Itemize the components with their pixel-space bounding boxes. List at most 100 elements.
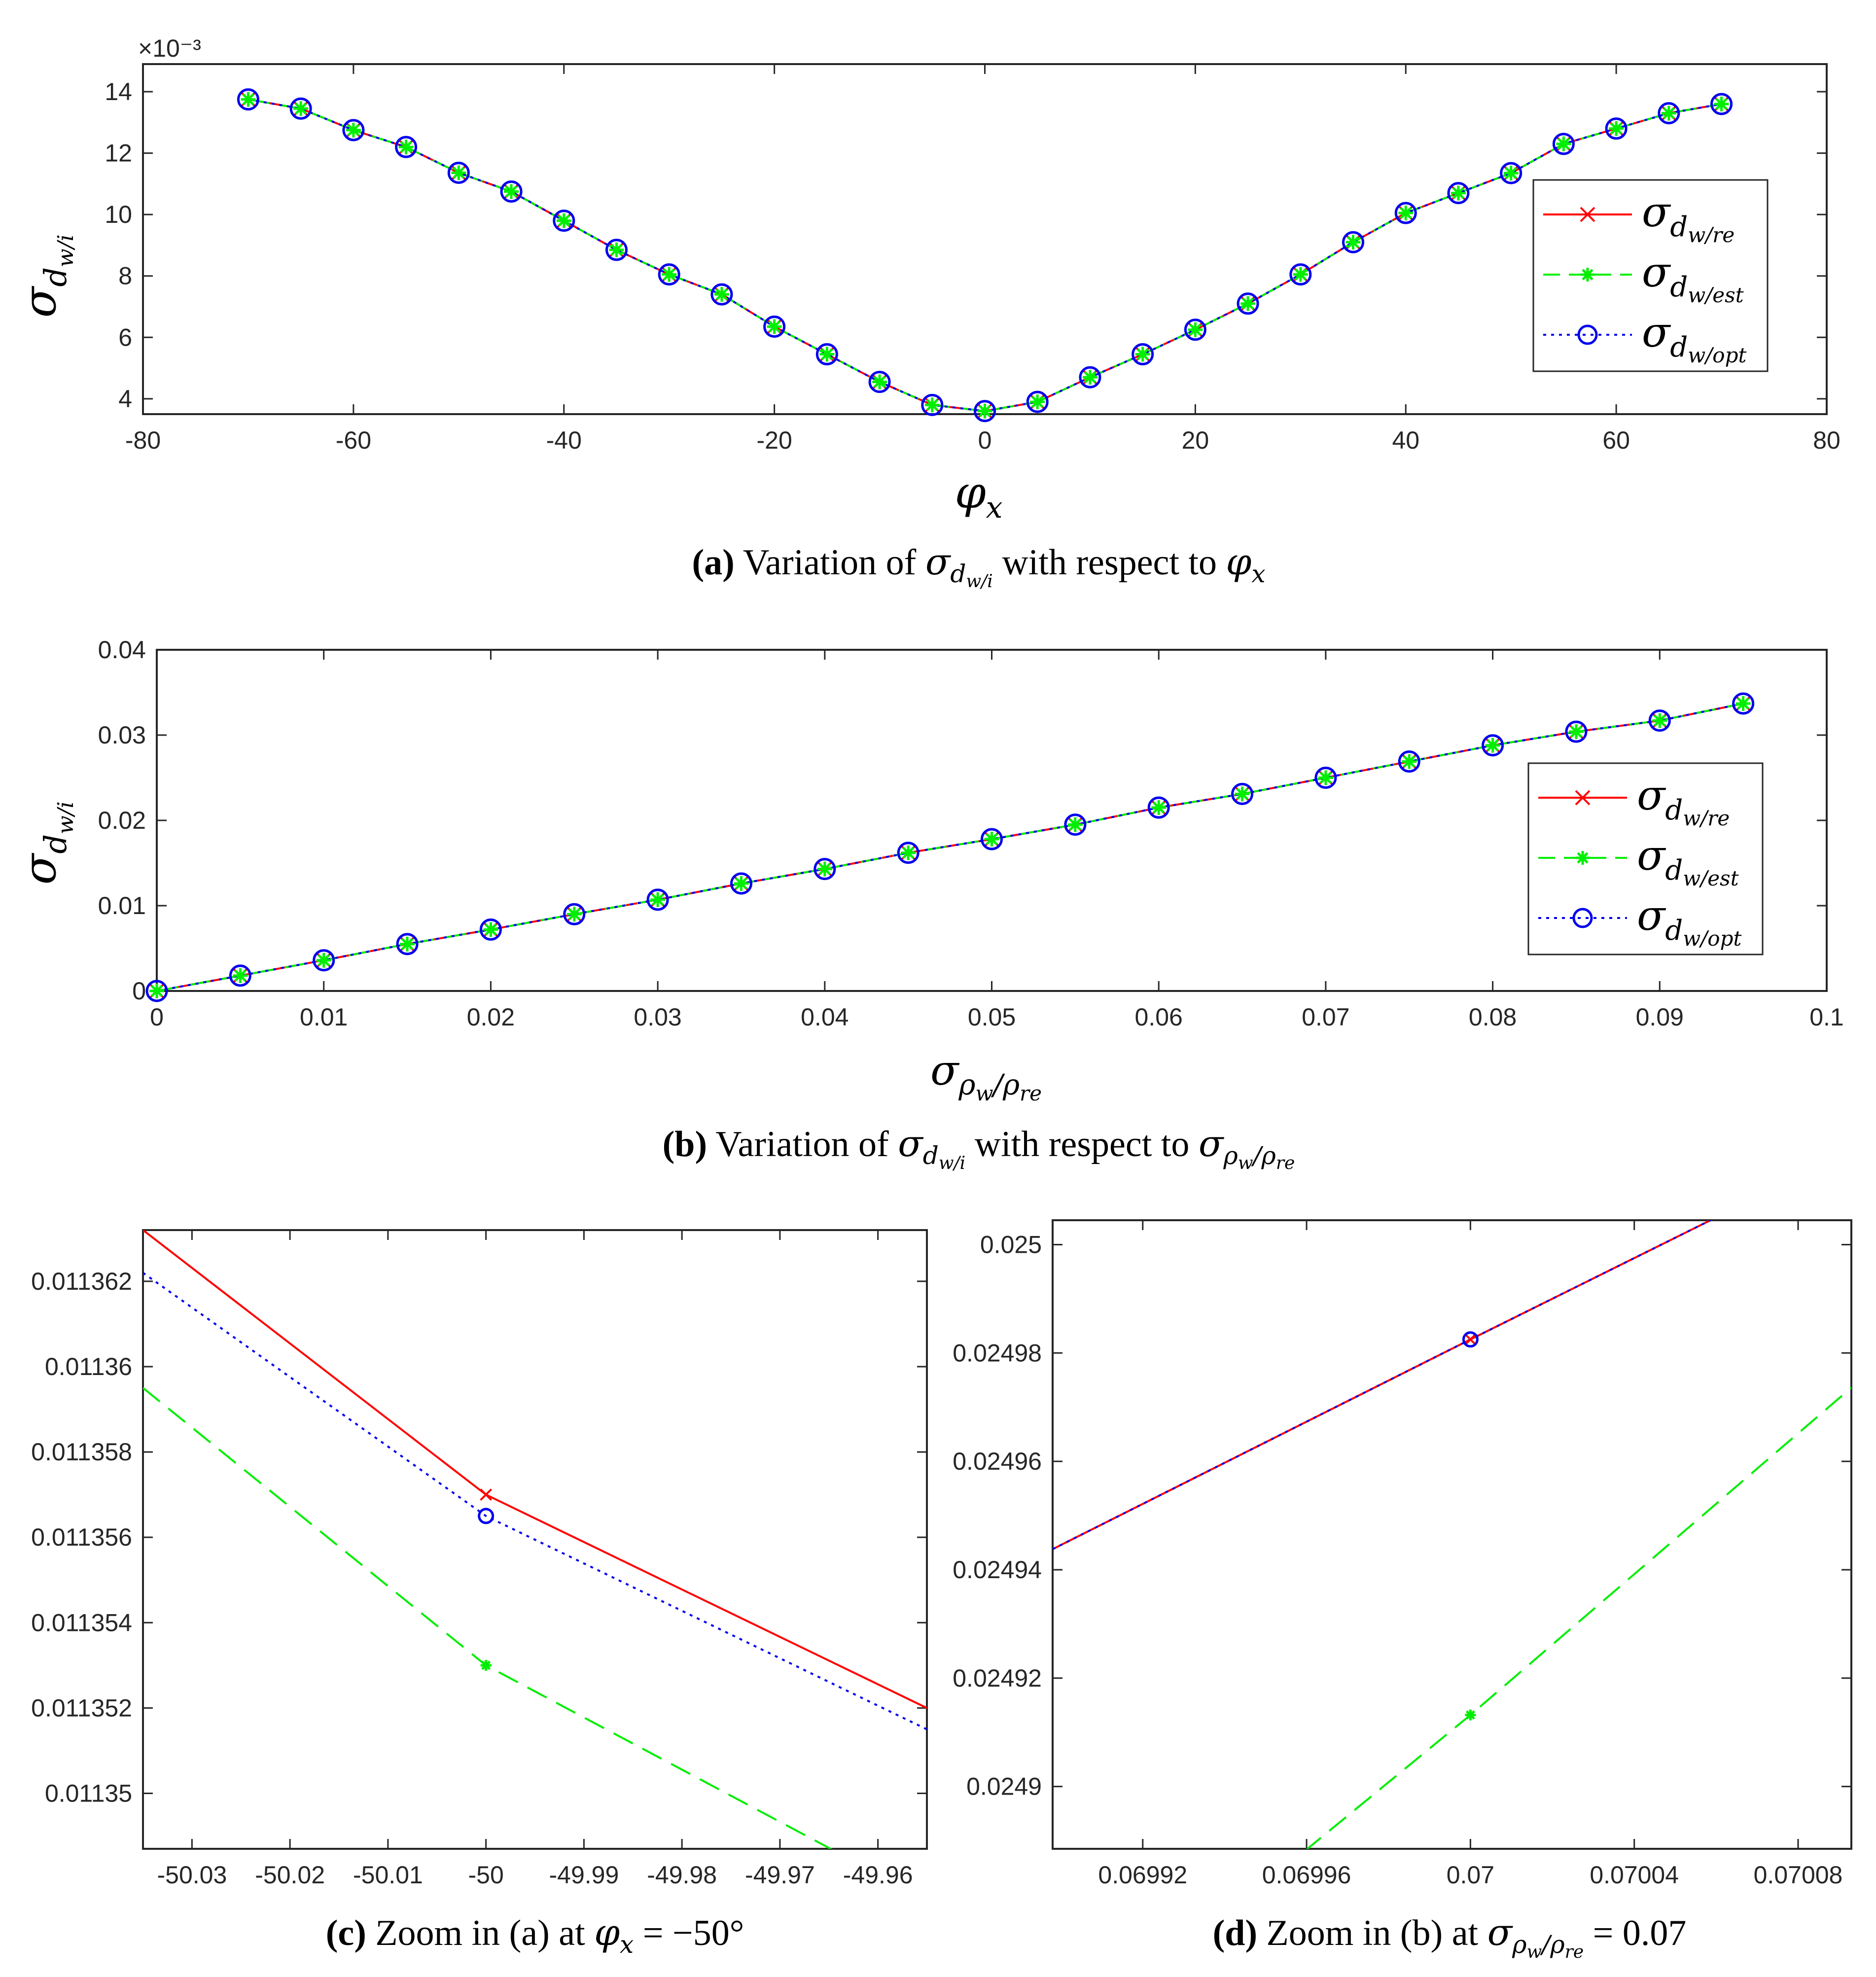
panel-a-xlabel-sub: x <box>986 491 1003 525</box>
panel-c-markers <box>478 1488 495 1671</box>
a-data-point-opt <box>921 393 944 416</box>
b-series-line-opt <box>157 703 1744 991</box>
a-xtick-label: 40 <box>1392 426 1419 454</box>
c-ytick-label: 0.011358 <box>31 1438 132 1466</box>
a-series-line-re <box>248 98 1722 412</box>
a-data-point-est <box>609 242 624 257</box>
b-xtick-label: 0.02 <box>467 1003 515 1031</box>
panel-a-ylabel-subsub: w/i <box>53 234 78 267</box>
panel-b-ylabel-sub: d <box>37 834 73 854</box>
b-ytick-label: 0.04 <box>98 636 146 664</box>
a-series-line-est <box>248 98 1722 412</box>
a-data-point-opt <box>1237 292 1259 315</box>
c-ytick-label: 0.011356 <box>31 1523 132 1551</box>
a-data-point-est <box>924 397 940 413</box>
b-data-point-est <box>233 968 248 983</box>
b-data-point-opt <box>897 842 920 864</box>
b-xtick-label: 0.01 <box>300 1003 348 1031</box>
panel-b-caption-label: (b) <box>663 1124 707 1165</box>
a-data-point-opt <box>815 343 838 366</box>
d-xtick-label: 0.06992 <box>1098 1861 1187 1889</box>
panel-b-markers <box>145 692 1755 1002</box>
a-data-point-est <box>1451 185 1466 201</box>
a-data-point-est <box>1661 106 1676 121</box>
panel-d-axes-frame <box>1052 1219 1852 1850</box>
a-data-point-opt <box>1658 102 1680 125</box>
c-ytick-label: 0.01136 <box>45 1353 132 1380</box>
b-data-point-est <box>400 936 415 952</box>
b-data-point-opt <box>730 872 752 895</box>
a-data-point-opt <box>1605 117 1628 140</box>
a-legend-label-opt: σdw/opt <box>1642 308 1746 367</box>
b-ytick-label: 0.01 <box>98 892 146 919</box>
a-data-point-est <box>1188 322 1203 337</box>
a-xtick-label: -60 <box>336 426 371 454</box>
d-xtick-label: 0.07004 <box>1590 1861 1679 1889</box>
panel-a-caption-label: (a) <box>692 542 734 583</box>
b-data-point-est <box>149 984 164 998</box>
d-data-point-re <box>1464 1333 1477 1346</box>
b-data-point-opt <box>1482 734 1504 757</box>
panel-a-series <box>248 98 1722 412</box>
d-xtick-label: 0.07008 <box>1754 1861 1843 1889</box>
b-legend-label-opt: σdw/opt <box>1637 891 1741 951</box>
a-ytick-label: 10 <box>105 201 132 228</box>
b-xtick-label: 0.1 <box>1809 1003 1844 1031</box>
b-data-point-est <box>1402 754 1417 769</box>
a-xtick-label: -40 <box>546 426 582 454</box>
b-series-line-est <box>157 703 1744 991</box>
b-xtick-label: 0.07 <box>1302 1003 1349 1031</box>
c-series-line-re <box>143 1230 927 1709</box>
a-data-point-opt <box>342 119 365 141</box>
a-data-point-est <box>241 92 256 107</box>
a-data-point-est <box>1503 166 1519 181</box>
a-ytick-label: 14 <box>105 78 132 106</box>
panel-b-ylabel-symbol: σ <box>13 853 66 885</box>
svg-text:σdw/i: σdw/i <box>13 234 78 318</box>
a-data-point-est <box>819 347 835 362</box>
b-xtick-label: 0.08 <box>1469 1003 1517 1031</box>
b-data-point-opt <box>313 949 335 972</box>
panel-d-caption: (d) Zoom in (b) at σρw/ρre = 0.07 <box>1213 1911 1687 1962</box>
a-data-point-opt <box>658 263 680 286</box>
b-data-point-opt <box>1398 750 1420 773</box>
a-xtick-label: -80 <box>125 426 161 454</box>
b-data-point-est <box>566 907 582 922</box>
b-data-point-opt <box>981 828 1003 850</box>
a-series-line-opt <box>248 98 1722 412</box>
b-data-point-opt <box>145 980 168 1002</box>
c-ytick-label: 0.011354 <box>31 1609 132 1636</box>
a-data-point-opt <box>1342 231 1365 253</box>
b-ytick-label: 0 <box>132 977 146 1005</box>
b-data-point-opt <box>396 933 419 955</box>
d-ytick-label: 0.02492 <box>953 1664 1042 1692</box>
panel-d-zoom-b: 0.06992 0.06996 0.07 0.07004 0.07008 0.025 0.0… <box>953 1219 1852 1962</box>
a-data-point-opt <box>395 136 418 158</box>
d-ytick-label: 0.02498 <box>953 1339 1042 1367</box>
a-data-point-est <box>767 319 782 334</box>
a-ytick-label: 8 <box>118 262 132 290</box>
b-data-point-est <box>1067 817 1083 832</box>
a-xtick-label: 60 <box>1602 426 1630 454</box>
c-ytick-label: 0.011352 <box>31 1694 132 1722</box>
a-data-point-est <box>1135 347 1150 362</box>
panel-a-xlabel-symbol: φ <box>955 467 986 519</box>
b-data-point-est <box>901 845 916 860</box>
panel-a-markers <box>237 88 1733 423</box>
a-xtick-label: -20 <box>756 426 792 454</box>
panel-a-caption: (a) Variation of σdw/i with respect to φ… <box>692 541 1265 592</box>
b-xtick-label: 0.03 <box>634 1003 681 1031</box>
panel-c-series <box>143 1230 927 1849</box>
a-data-point-opt <box>1132 343 1154 366</box>
a-data-point-opt <box>974 400 996 423</box>
a-data-point-opt <box>1394 202 1417 224</box>
svg-text:σdw/i: σdw/i <box>13 801 78 884</box>
a-data-point-est <box>1609 121 1624 136</box>
a-ytick-label: 4 <box>118 385 132 413</box>
a-data-point-opt <box>1447 182 1470 205</box>
b-data-point-opt <box>1314 767 1337 789</box>
panel-d-markers <box>1462 1331 1479 1721</box>
panel-b-series <box>157 703 1744 991</box>
c-data-point-opt <box>478 1508 495 1524</box>
b-data-point-opt <box>1732 692 1755 715</box>
